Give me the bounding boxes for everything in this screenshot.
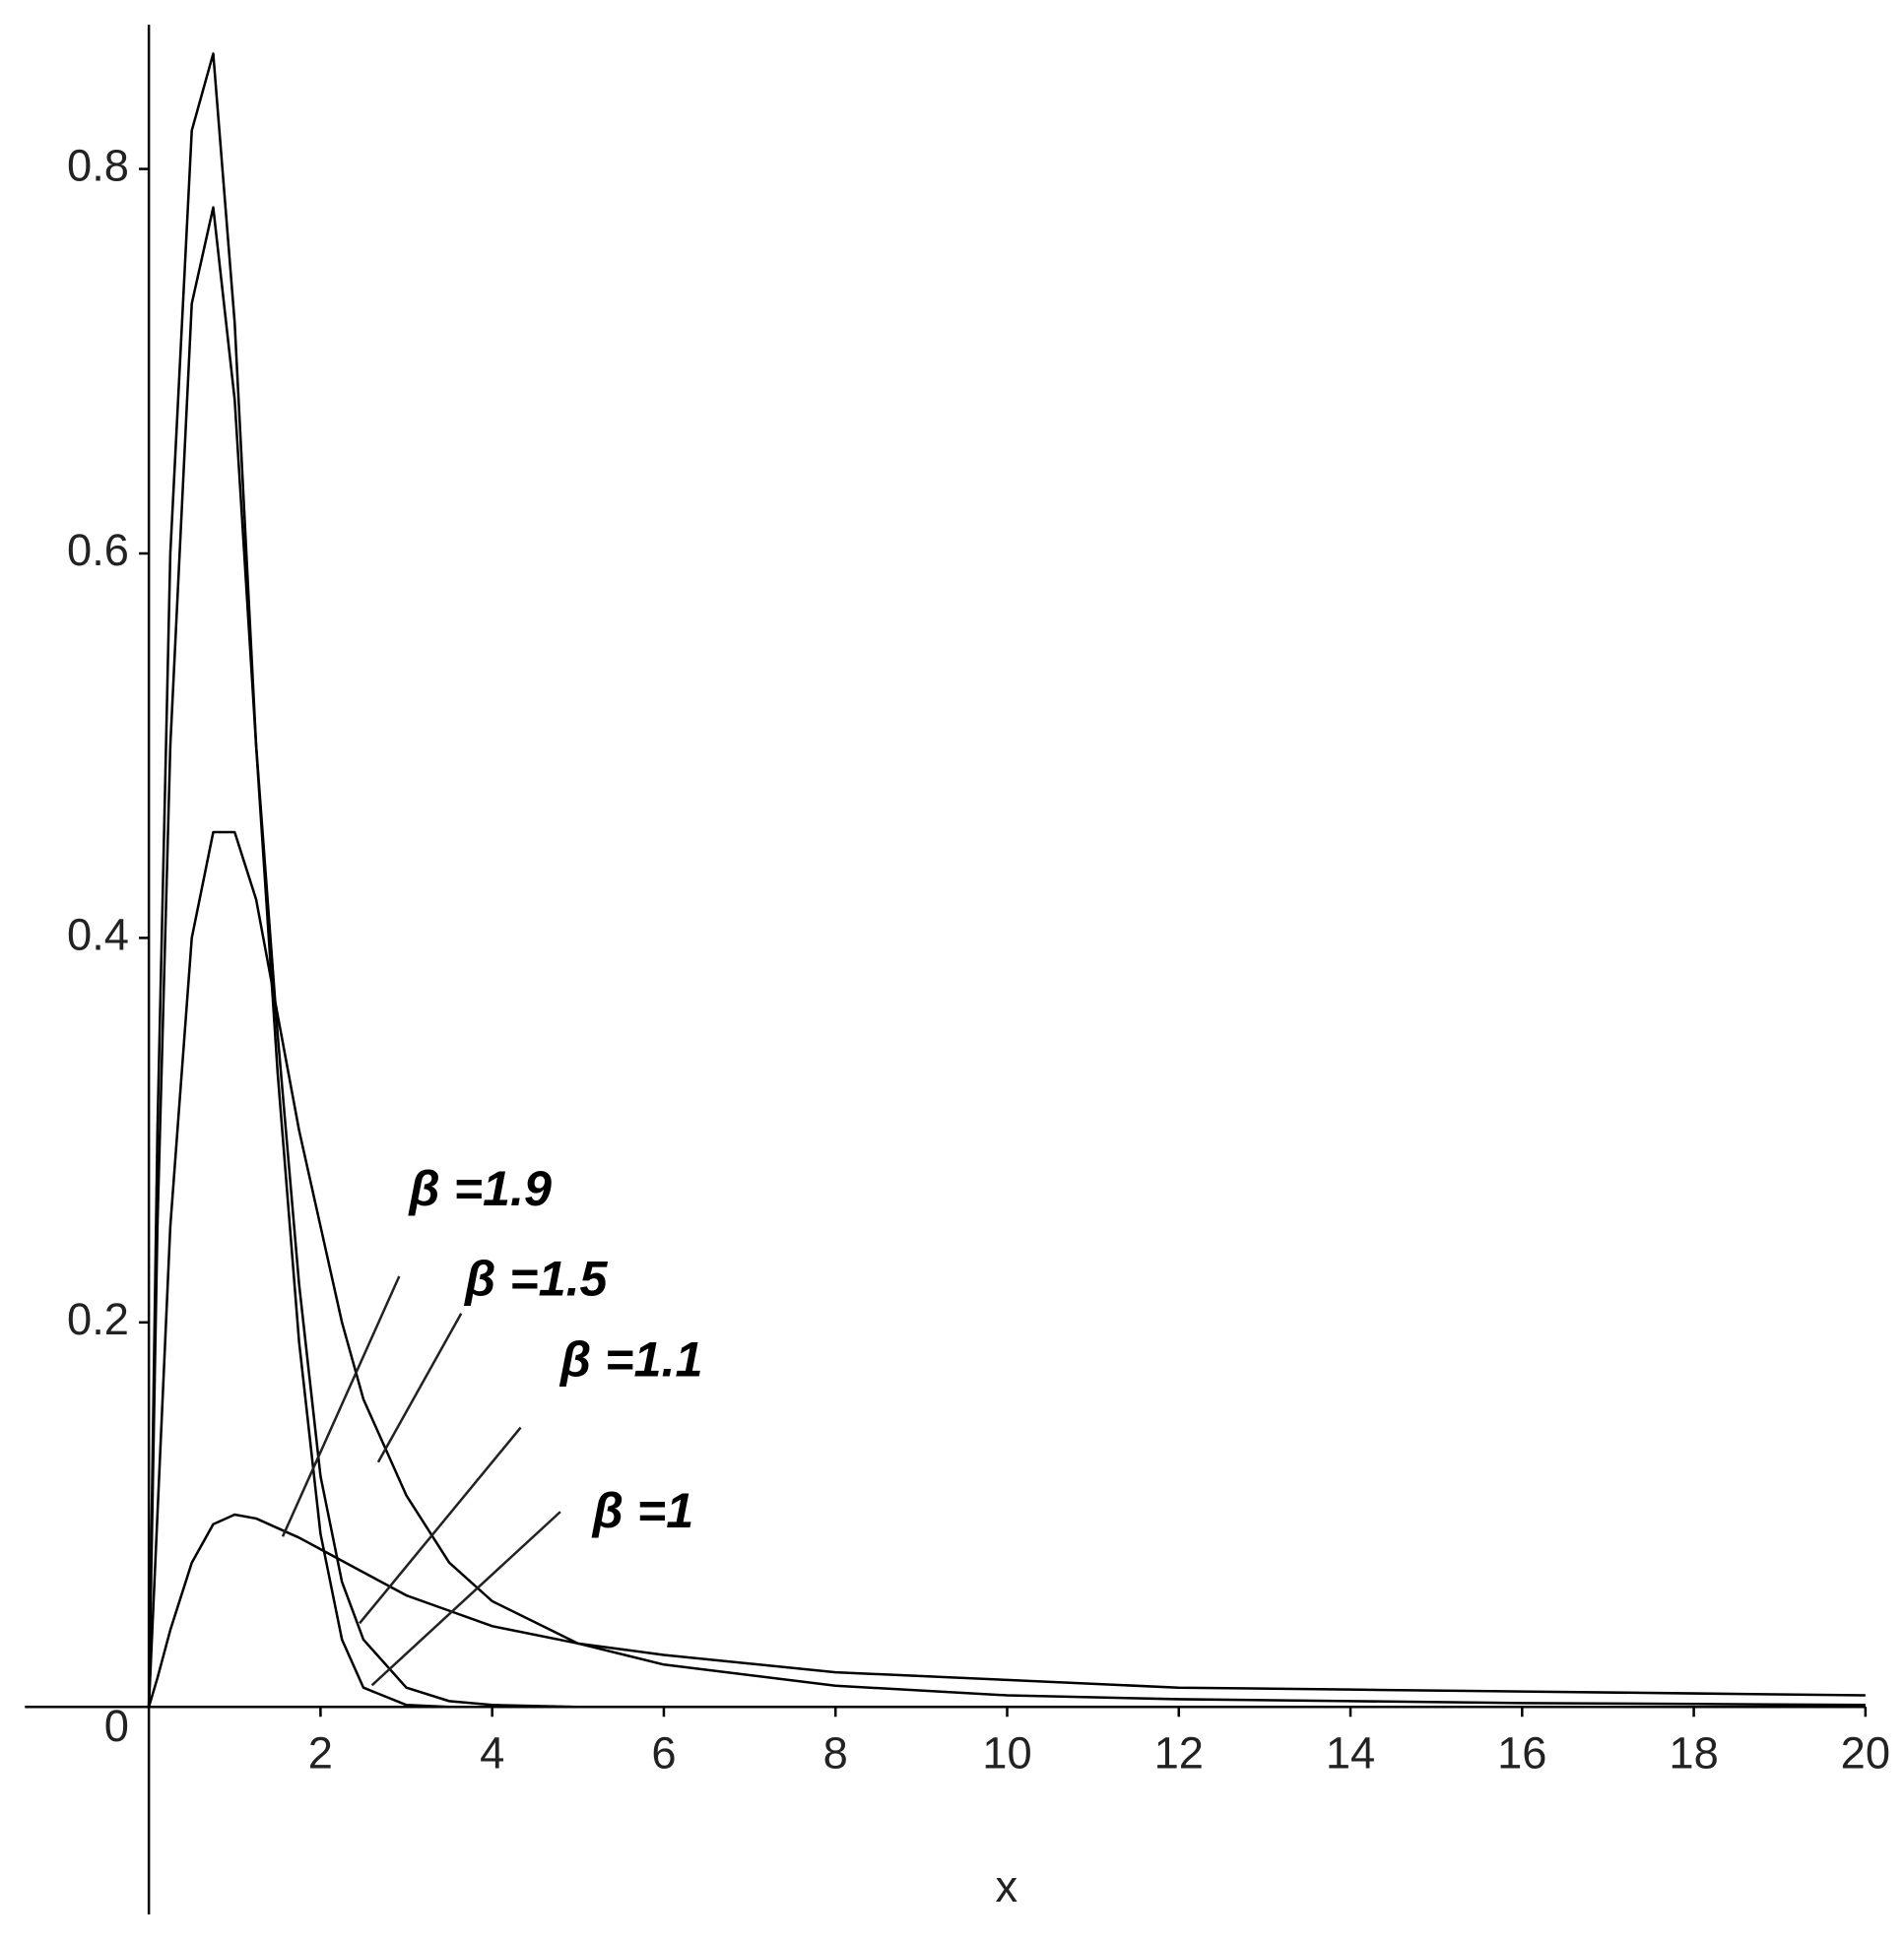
- annotation-leader: [359, 1426, 522, 1625]
- x-tick-label: 14: [1326, 1728, 1375, 1779]
- x-tick-label: 10: [982, 1728, 1031, 1779]
- x-tick-label: 2: [308, 1728, 333, 1779]
- line-series: [147, 206, 1866, 1709]
- y-tick-label: 0.2: [67, 1294, 129, 1344]
- y-tick-label: 0.6: [67, 525, 129, 575]
- line-series: [147, 830, 1866, 1708]
- x-tick-label: 12: [1154, 1728, 1204, 1779]
- annotation: β =1.1: [558, 1330, 703, 1387]
- x-tick-label: 8: [823, 1728, 848, 1779]
- annotation-leader: [281, 1275, 401, 1537]
- line-series: [147, 1513, 1866, 1708]
- annotation-leader: [376, 1313, 463, 1463]
- x-tick-label: 20: [1841, 1728, 1890, 1779]
- line-series: [147, 52, 1866, 1709]
- y-tick-label: 0.8: [67, 141, 129, 191]
- x-tick-label: 16: [1497, 1728, 1546, 1779]
- x-axis-label: x: [996, 1861, 1018, 1911]
- annotation: β =1.9: [407, 1160, 552, 1216]
- x-tick-label: 4: [480, 1728, 504, 1779]
- x-tick-label: 6: [651, 1728, 676, 1779]
- y-tick-label: 0: [104, 1701, 129, 1751]
- y-tick-label: 0.4: [67, 909, 129, 959]
- annotation: β =1.5: [463, 1251, 609, 1307]
- annotation-leader: [370, 1511, 561, 1687]
- x-tick-label: 18: [1669, 1728, 1718, 1779]
- annotation: β =1: [591, 1482, 694, 1538]
